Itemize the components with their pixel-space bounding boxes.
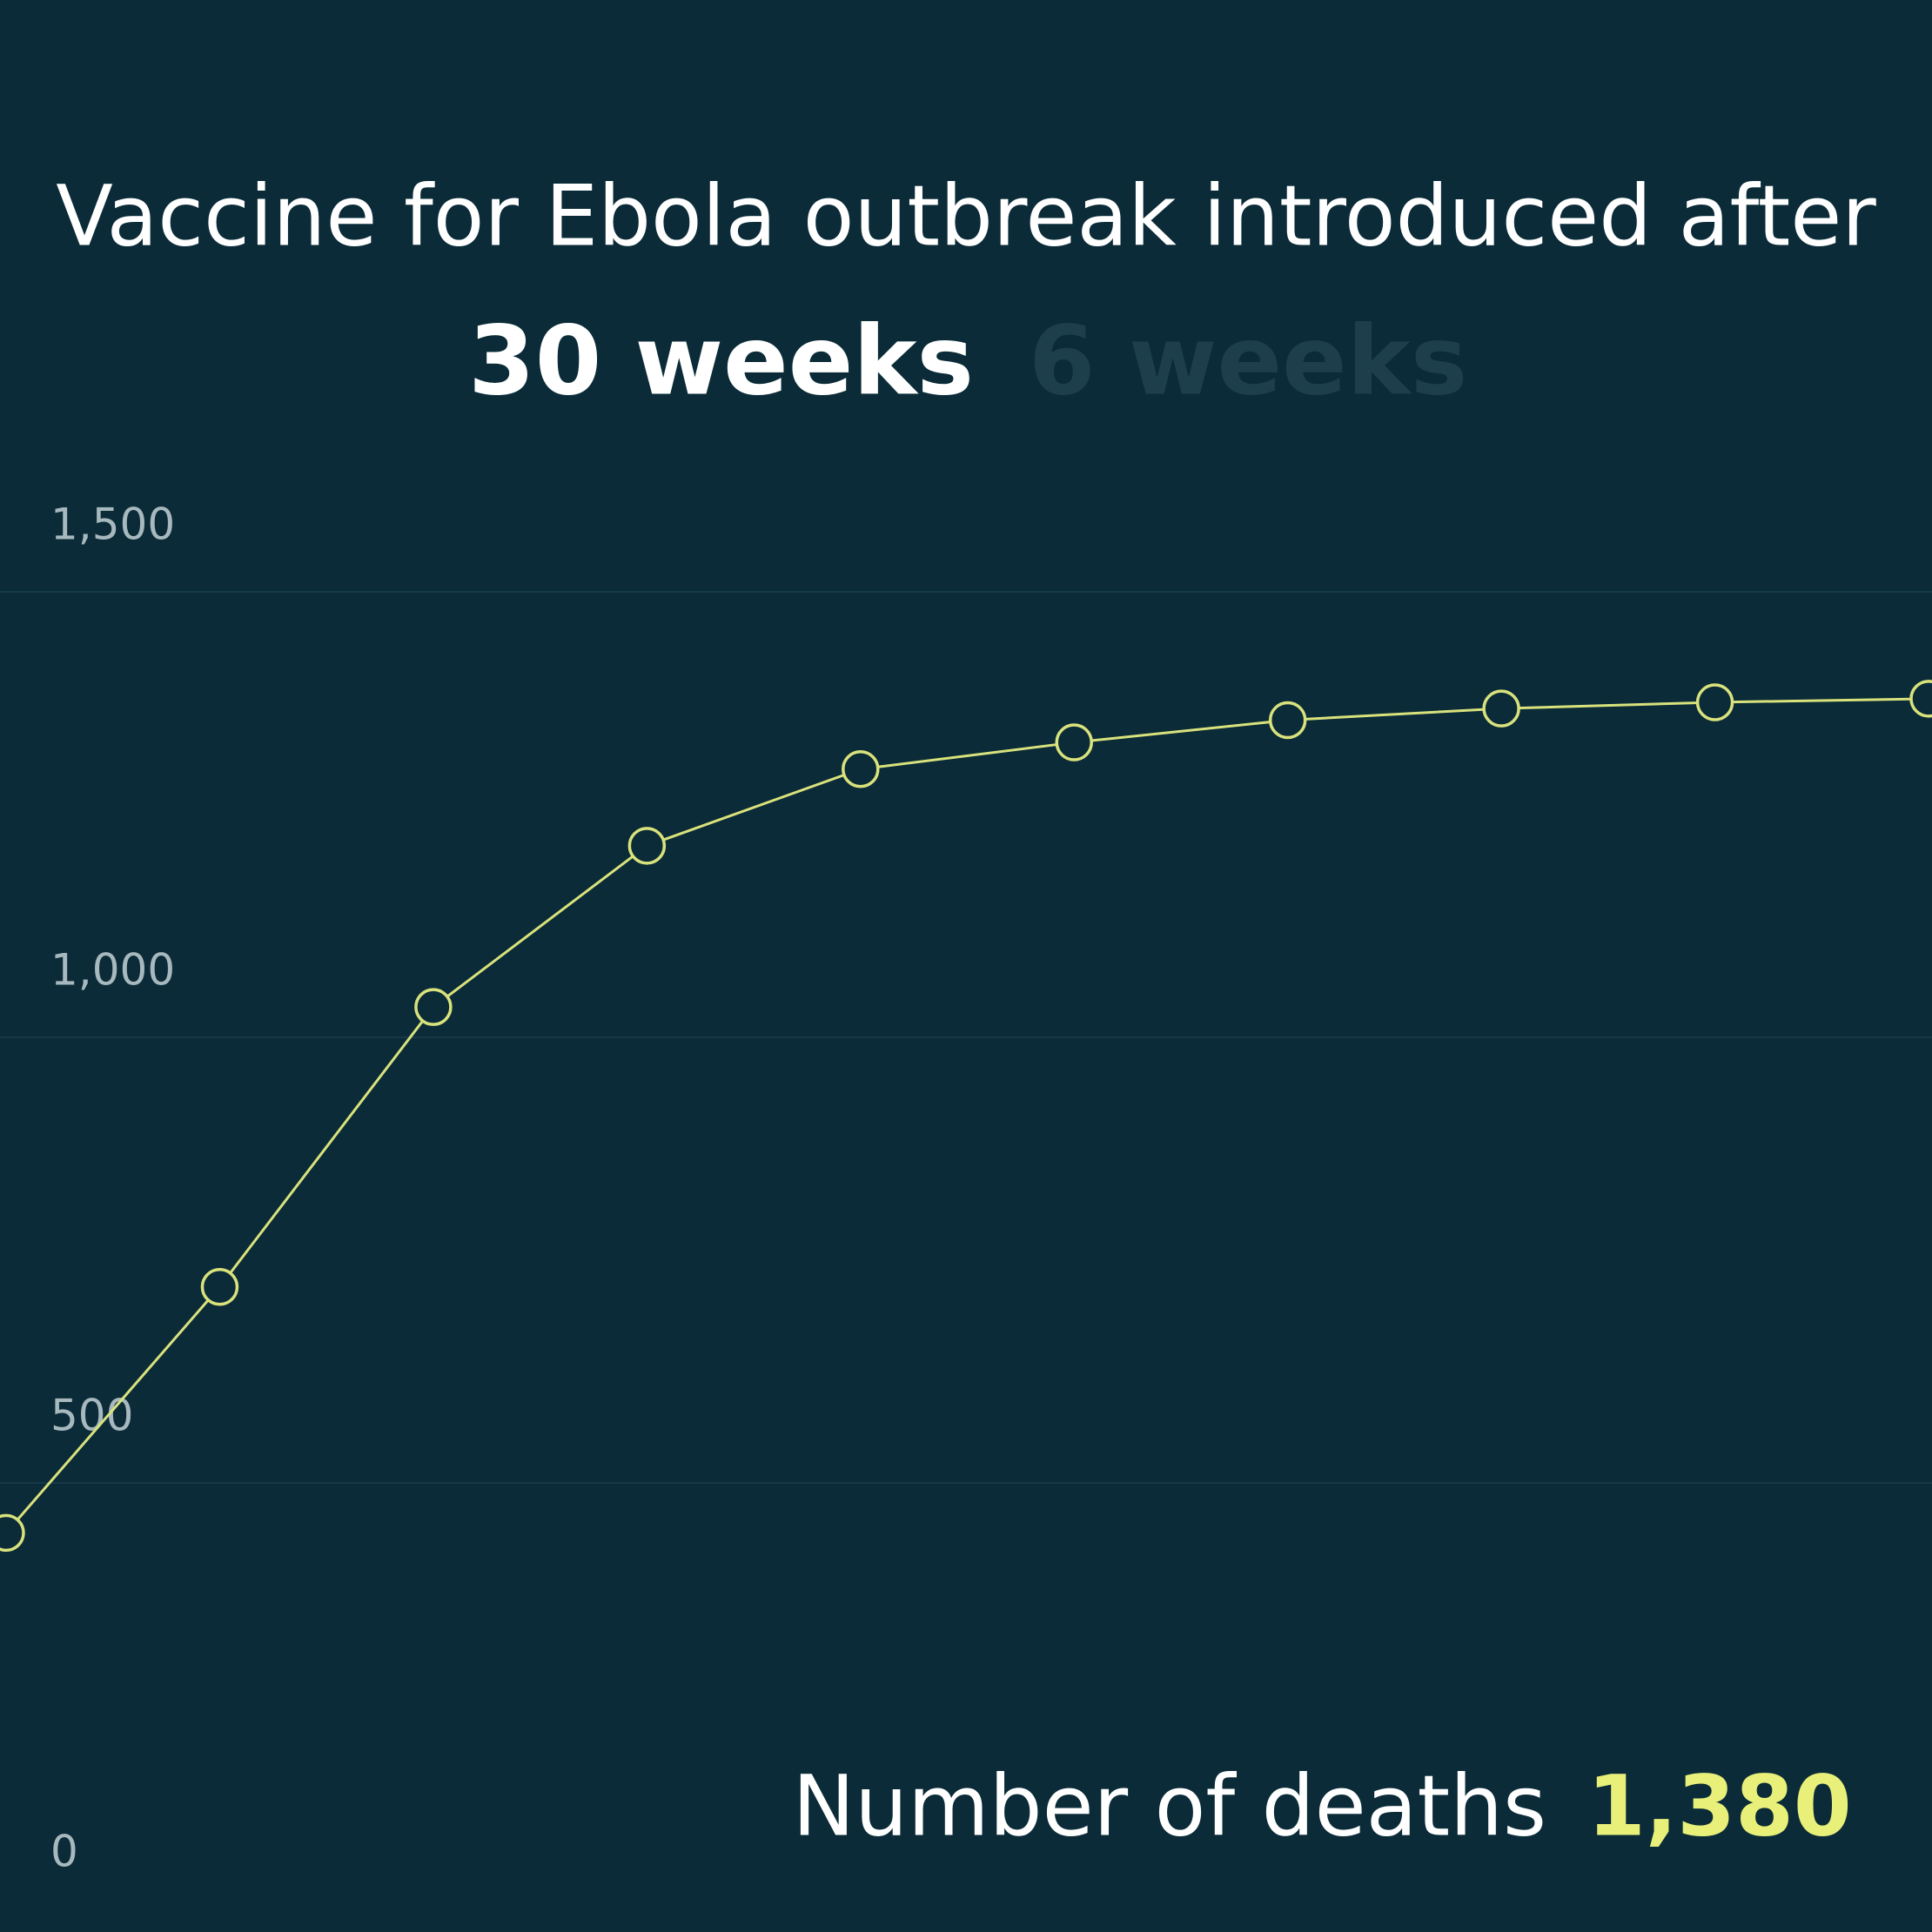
point — [414, 988, 453, 1026]
point — [842, 750, 880, 788]
point — [200, 1267, 239, 1306]
y-tick-label: 1,500 — [50, 500, 175, 550]
y-tick-label: 0 — [50, 1827, 78, 1877]
point — [1055, 723, 1093, 761]
annotation-value: 1,380 — [1587, 1757, 1852, 1855]
point — [627, 827, 667, 865]
annotation-label: Number of deaths — [792, 1757, 1546, 1855]
option-selected[interactable]: 30 weeks — [468, 305, 974, 416]
point — [1482, 689, 1520, 728]
point — [1695, 683, 1734, 721]
chart-title: Vaccine for Ebola outbreak introduced af… — [56, 167, 1876, 265]
line — [4, 697, 1929, 1534]
point — [1268, 701, 1307, 740]
point — [1909, 680, 1932, 718]
option[interactable]: 6 weeks — [1029, 305, 1467, 416]
y-tick-label: 1,000 — [50, 945, 175, 996]
point — [0, 1513, 25, 1553]
